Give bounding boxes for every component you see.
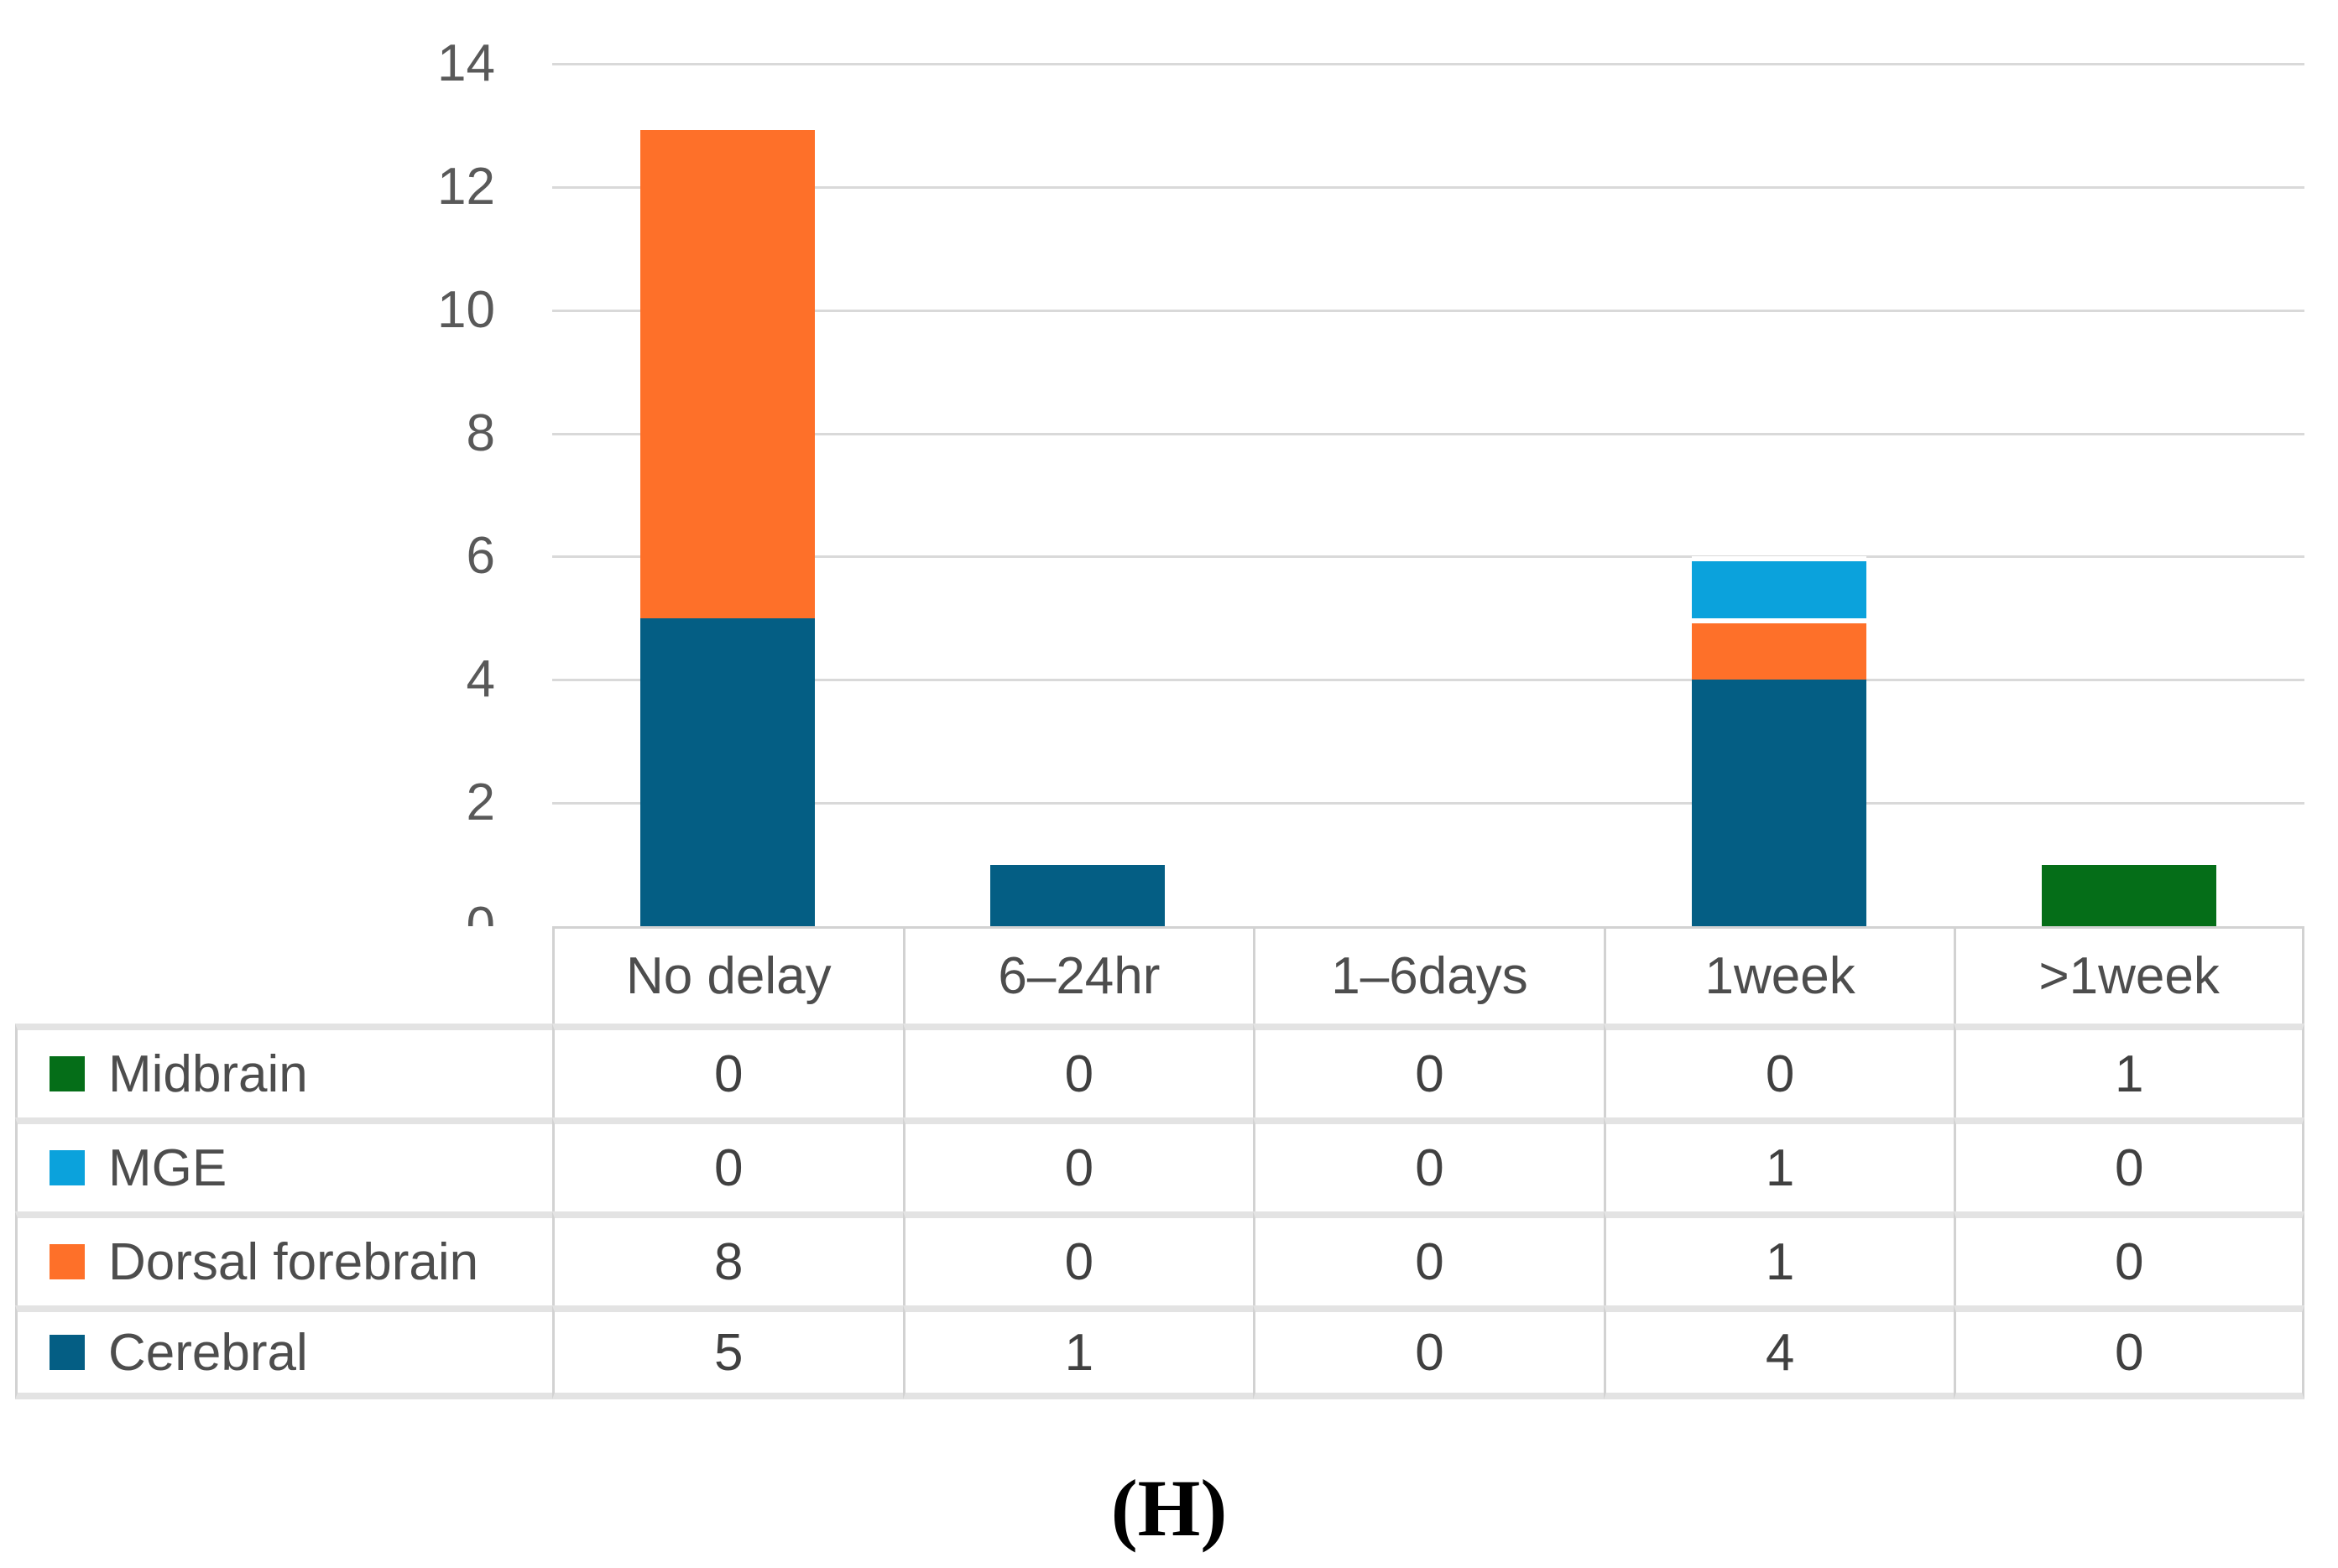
table-cell: 1: [902, 1305, 1254, 1399]
gridline: [552, 185, 2304, 189]
y-tick-label: 8: [466, 404, 495, 462]
figure-caption: (H): [1110, 1463, 1228, 1553]
legend-cell-cerebral: Cerebral: [15, 1305, 552, 1399]
table-cell: 0: [1603, 1024, 1954, 1117]
table-cell: 0: [902, 1211, 1254, 1305]
legend-label: Midbrain: [108, 1044, 308, 1103]
legend-swatch-mge: [50, 1150, 85, 1185]
table-header--1week: >1week: [1954, 926, 2304, 1024]
legend-cell-midbrain: Midbrain: [15, 1024, 552, 1117]
gridline: [552, 555, 2304, 559]
y-tick-label: 2: [466, 774, 495, 832]
table-cell: 0: [1954, 1305, 2304, 1399]
data-table: No delay 6–24hr 1–6days 1week >1week Midbrain…: [15, 926, 2304, 1399]
y-tick-label: 12: [437, 157, 495, 216]
gridline: [552, 802, 2304, 805]
bar-segment-dorsal-forebrain: [1691, 617, 1866, 680]
y-tick-label: 6: [466, 527, 495, 586]
plot-area: [552, 63, 2304, 926]
gridline: [552, 679, 2304, 682]
table-header-no-delay: No delay: [552, 926, 903, 1024]
gridline: [552, 309, 2304, 312]
gridline: [552, 432, 2304, 435]
table-cell: 0: [1954, 1211, 2304, 1305]
table-cell: 0: [552, 1024, 903, 1117]
legend-swatch-dorsal-forebrain: [50, 1244, 85, 1279]
table-cell: 0: [1253, 1211, 1604, 1305]
table-cell: 0: [1954, 1117, 2304, 1211]
table-cell: 0: [902, 1024, 1254, 1117]
table-header-1week: 1week: [1603, 926, 1954, 1024]
table-cell: 0: [1253, 1117, 1604, 1211]
table-corner-blank: [15, 926, 552, 1024]
y-tick-label: 14: [437, 34, 495, 92]
bar-segment-dorsal-forebrain: [639, 125, 815, 618]
legend-label: MGE: [108, 1138, 227, 1197]
table-cell: 1: [1603, 1211, 1954, 1305]
bar-segment-cerebral: [639, 617, 815, 926]
legend-cell-dorsal-forebrain: Dorsal forebrain: [15, 1211, 552, 1305]
y-tick-label: 10: [437, 280, 495, 339]
table-cell: 0: [1253, 1024, 1604, 1117]
gridline: [552, 63, 2304, 65]
table-cell: 0: [902, 1117, 1254, 1211]
bar-segment-cerebral: [990, 864, 1166, 926]
table-header-1-6days: 1–6days: [1253, 926, 1604, 1024]
legend-label: Cerebral: [108, 1323, 308, 1382]
bar-segment-midbrain: [2042, 864, 2217, 926]
y-tick-label: 4: [466, 650, 495, 709]
legend-label: Dorsal forebrain: [108, 1232, 479, 1291]
bar-segment-mge: [1691, 556, 1866, 618]
table-header-6-24hr: 6–24hr: [902, 926, 1254, 1024]
legend-swatch-cerebral: [50, 1335, 85, 1370]
table-cell: 0: [1253, 1305, 1604, 1399]
table-cell: 4: [1603, 1305, 1954, 1399]
table-cell: 8: [552, 1211, 903, 1305]
bar-segment-cerebral: [1691, 680, 1866, 926]
table-cell: 0: [552, 1117, 903, 1211]
legend-swatch-midbrain: [50, 1056, 85, 1091]
table-cell: 1: [1954, 1024, 2304, 1117]
table-cell: 1: [1603, 1117, 1954, 1211]
table-cell: 5: [552, 1305, 903, 1399]
legend-cell-mge: MGE: [15, 1117, 552, 1211]
